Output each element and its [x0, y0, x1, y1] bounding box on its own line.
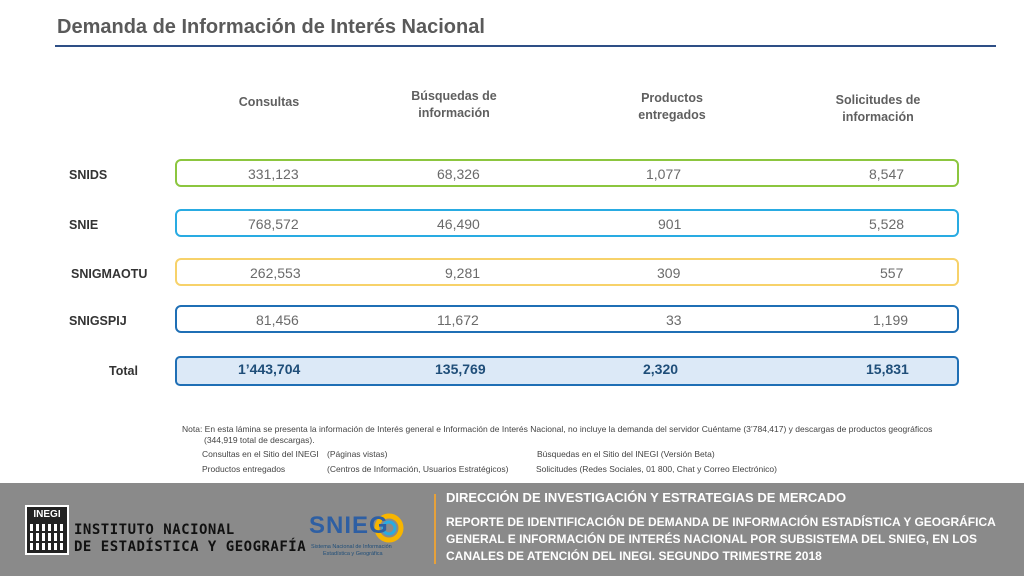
legend-consultas-desc: (Páginas vistas) [327, 449, 388, 459]
note-line-1: Nota: En esta lámina se presenta la info… [182, 424, 933, 434]
column-header-busquedas: Búsquedas de información [411, 89, 497, 120]
footer-report-title: REPORTE DE IDENTIFICACIÓN DE DEMANDA DE … [446, 515, 996, 563]
row-label: SNIE [69, 218, 99, 232]
total-label: Total [109, 364, 138, 378]
table-cell: 768,572 [248, 216, 299, 232]
inegi-logo-icon: INEGI [25, 505, 69, 555]
snieg-wordmark: SNIEG [309, 512, 389, 539]
total-row [175, 356, 959, 386]
total-value: 135,769 [435, 361, 486, 377]
logo-mark: INEGI [33, 509, 61, 520]
row-label: SNIDS [69, 168, 108, 182]
column-header-productos: Productos entregados [638, 91, 706, 122]
note-line-2: (344,919 total de descargas). [204, 435, 315, 445]
table-row [175, 305, 959, 333]
institute-name-line-1: INSTITUTO NACIONAL [74, 522, 235, 538]
table-cell: 9,281 [445, 265, 481, 281]
total-value: 15,831 [866, 361, 909, 377]
table-cell: 11,672 [437, 312, 479, 328]
legend-busquedas: Búsquedas en el Sitio del INEGI (Versión… [537, 449, 715, 459]
snieg-subtitle-2: Estadística y Geográfica [323, 551, 383, 557]
footer-bar [0, 483, 1024, 576]
table-cell: 901 [658, 216, 682, 232]
table-cell: 81,456 [256, 312, 299, 328]
total-value: 2,320 [643, 361, 679, 377]
snieg-subtitle-1: Sistema Nacional de Información [311, 544, 392, 550]
total-value: 1’443,704 [238, 361, 301, 377]
legend-solicitudes: Solicitudes (Redes Sociales, 01 800, Cha… [536, 464, 777, 474]
table-cell: 68,326 [437, 166, 480, 182]
table-cell: 1,199 [873, 312, 909, 328]
column-header-consultas: Consultas [238, 95, 300, 109]
table-cell: 5,528 [869, 216, 905, 232]
table-cell: 557 [880, 265, 904, 281]
row-label: SNIGMAOTU [71, 267, 148, 281]
title-divider [55, 45, 996, 47]
row-label: SNIGSPIJ [69, 314, 127, 328]
table-row [175, 159, 959, 187]
table-row [175, 209, 959, 237]
table-cell: 33 [666, 312, 682, 328]
table-cell: 8,547 [869, 166, 905, 182]
column-header-solicitudes: Solicitudes de información [835, 93, 921, 124]
table-cell: 262,553 [250, 265, 301, 281]
snieg-logo-icon [374, 513, 404, 543]
table-cell: 309 [657, 265, 681, 281]
snieg-logo: SNIEG Sistema Nacional de Información Es… [309, 510, 414, 560]
table-cell: 1,077 [646, 166, 682, 182]
footer-divider [434, 494, 436, 564]
logo-grid-icon [27, 524, 67, 550]
table-row [175, 258, 959, 286]
page-title: Demanda de Información de Interés Nacion… [57, 16, 485, 38]
institute-name-line-2: DE ESTADÍSTICA Y GEOGRAFÍA [74, 539, 307, 555]
legend-consultas-label: Consultas en el Sitio del INEGI [202, 449, 319, 459]
footer-direction: DIRECCIÓN DE INVESTIGACIÓN Y ESTRATEGIAS… [446, 490, 847, 505]
table-cell: 46,490 [437, 216, 480, 232]
legend-productos-label: Productos entregados [202, 464, 286, 474]
table-cell: 331,123 [248, 166, 299, 182]
legend-productos-desc: (Centros de Información, Usuarios Estrat… [327, 464, 509, 474]
